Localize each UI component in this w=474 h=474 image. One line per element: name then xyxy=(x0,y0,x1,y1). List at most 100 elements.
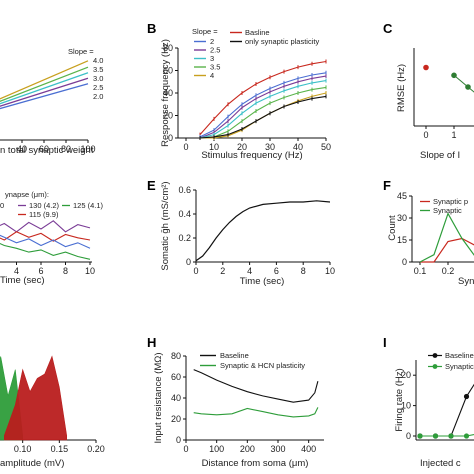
panel-i-legend-marker xyxy=(432,353,438,358)
panel-b-series-line xyxy=(199,86,327,139)
panel-g-x-tick-label: 0.10 xyxy=(14,444,32,454)
panel-c-x-label: Slope of I xyxy=(420,150,460,161)
panel-d-x-tick-label: 6 xyxy=(38,266,43,276)
panel-b-legend-label: only synaptic plasticity xyxy=(245,37,319,46)
panel-a-series-line xyxy=(0,72,89,105)
panel-b-series-line xyxy=(199,80,327,139)
panel-b-series-line xyxy=(199,60,327,135)
panel-g-x-label: amplitude (mV) xyxy=(0,458,64,469)
panel-e-series-line xyxy=(195,200,331,262)
panel-b-y-tick-label: 80 xyxy=(163,43,173,53)
panel-a-series-line xyxy=(0,77,89,107)
panel-e-x-tick-label: 6 xyxy=(274,266,279,276)
panel-f-y-tick-label: 30 xyxy=(397,213,407,223)
panel-b-x-tick-label: 0 xyxy=(183,142,188,152)
panel-label-f: F xyxy=(383,178,391,193)
panel-d-legend-title: ynapse (μm): xyxy=(5,190,49,199)
panel-c-x-tick-label: 1 xyxy=(451,130,456,140)
panel-i-data-point xyxy=(463,393,470,400)
panel-b-x-tick-label: 50 xyxy=(321,142,331,152)
panel-i-series-line xyxy=(420,383,474,437)
panel-c-trend-line xyxy=(453,74,474,93)
panel-label-b: B xyxy=(147,21,156,36)
panel-f-x-tick-label: 0.2 xyxy=(442,266,455,276)
panel-d-series-line xyxy=(0,231,91,242)
panel-b-series-line xyxy=(199,95,327,139)
panel-i-y-label: Firing rate (Hz) xyxy=(394,368,405,431)
panel-a-x-tick-label: 40 xyxy=(17,144,27,154)
panel-e-x-label: Time (sec) xyxy=(240,276,285,287)
panel-d-legend-label: 115 (9.9) xyxy=(29,210,59,219)
panel-f-legend-label: Synaptic xyxy=(433,206,462,215)
panel-b-legend-label: 3 xyxy=(210,54,214,63)
panel-i-legend-label: Synaptic xyxy=(445,362,474,371)
panel-h-x-tick-label: 400 xyxy=(301,444,316,454)
panel-c-data-point xyxy=(451,72,457,79)
panel-g-x-tick-label: 0.20 xyxy=(87,444,105,454)
panel-a-series-line xyxy=(0,83,89,110)
panel-f-y-tick-label: 45 xyxy=(397,191,407,201)
panel-e-x-tick-label: 0 xyxy=(193,266,198,276)
panel-e-y-tick-label: 0.2 xyxy=(178,233,191,243)
panel-f-y-tick-label: 15 xyxy=(397,235,407,245)
panel-i-data-point xyxy=(432,433,439,439)
panel-g-area xyxy=(4,355,67,441)
panel-f-x-tick-label: 0.1 xyxy=(414,266,427,276)
panel-label-e: E xyxy=(147,178,156,193)
panel-h-x-tick-label: 0 xyxy=(183,444,188,454)
panel-e-y-tick-label: 0 xyxy=(186,257,191,267)
panel-d-legend-label: 0 xyxy=(0,201,4,210)
panel-a-series-line xyxy=(0,60,89,100)
panel-b-x-tick-label: 30 xyxy=(265,142,275,152)
panel-i-data-point xyxy=(448,433,454,439)
panel-e-x-tick-label: 10 xyxy=(325,266,335,276)
panel-d-series-line xyxy=(0,234,91,249)
panel-a-legend-label: 2.5 xyxy=(93,83,103,92)
panel-a-x-tick-label: 80 xyxy=(61,144,71,154)
panel-a-x-tick-label: 60 xyxy=(39,144,49,154)
panel-i-x-label: Injected c xyxy=(420,458,461,469)
panel-b-y-tick-label: 60 xyxy=(163,66,173,76)
panel-b-series-line xyxy=(199,75,327,139)
panel-a-x-tick-label: 100 xyxy=(80,144,95,154)
panel-b-legend-label: Basline xyxy=(245,28,270,37)
panel-h-y-tick-label: 20 xyxy=(171,414,181,424)
panel-b-x-tick-label: 10 xyxy=(209,142,219,152)
panel-g-x-tick-label: 0.15 xyxy=(51,444,69,454)
panel-b-legend-label: 2 xyxy=(210,37,214,46)
panel-h-y-tick-label: 0 xyxy=(176,435,181,445)
panel-b-legend-label: 2.5 xyxy=(210,46,220,55)
panel-label-c: C xyxy=(383,21,393,36)
panel-h-legend-label: Baseline xyxy=(220,351,249,360)
panel-e-x-tick-label: 4 xyxy=(247,266,252,276)
panel-h-y-tick-label: 40 xyxy=(171,393,181,403)
panel-a-legend-label: 3.0 xyxy=(93,74,103,83)
panel-a-legend-label: 3.5 xyxy=(93,65,103,74)
panel-e-x-tick-label: 8 xyxy=(301,266,306,276)
panel-b-x-tick-label: 20 xyxy=(237,142,247,152)
panel-f-series-line xyxy=(420,237,474,263)
panel-h-legend-label: Synaptic & HCN plasticity xyxy=(220,361,305,370)
panel-a-x-label: n total synaptic weight xyxy=(0,145,94,156)
panel-h-y-tick-label: 60 xyxy=(171,372,181,382)
panel-e-y-label: Somatic ḡh (mS/cm²) xyxy=(160,181,171,270)
panel-h-series-line xyxy=(193,407,319,418)
panel-i-legend-label: Baseline xyxy=(445,351,474,360)
panel-f-series-line xyxy=(419,212,474,263)
panel-i-y-tick-label: 10 xyxy=(401,401,411,411)
panel-h-x-tick-label: 300 xyxy=(270,444,285,454)
panel-d-x-label: Time (sec) xyxy=(0,275,45,286)
panel-b-y-tick-label: 40 xyxy=(163,88,173,98)
panel-h-y-label: Input resistance (MΩ) xyxy=(153,352,164,443)
panel-label-h: H xyxy=(147,335,156,350)
panel-a-series-line xyxy=(0,66,89,103)
panel-f-x-label: Syn xyxy=(458,276,474,287)
panel-i-y-tick-label: 0 xyxy=(406,431,411,441)
panel-h-x-tick-label: 100 xyxy=(209,444,224,454)
panel-c-x-tick-label: 0 xyxy=(423,130,428,140)
panel-c-data-point xyxy=(465,84,471,90)
panel-e-y-tick-label: 0.6 xyxy=(178,185,191,195)
panel-i-y-tick-label: 20 xyxy=(401,370,411,380)
panel-d-x-tick-label: 8 xyxy=(63,266,68,276)
